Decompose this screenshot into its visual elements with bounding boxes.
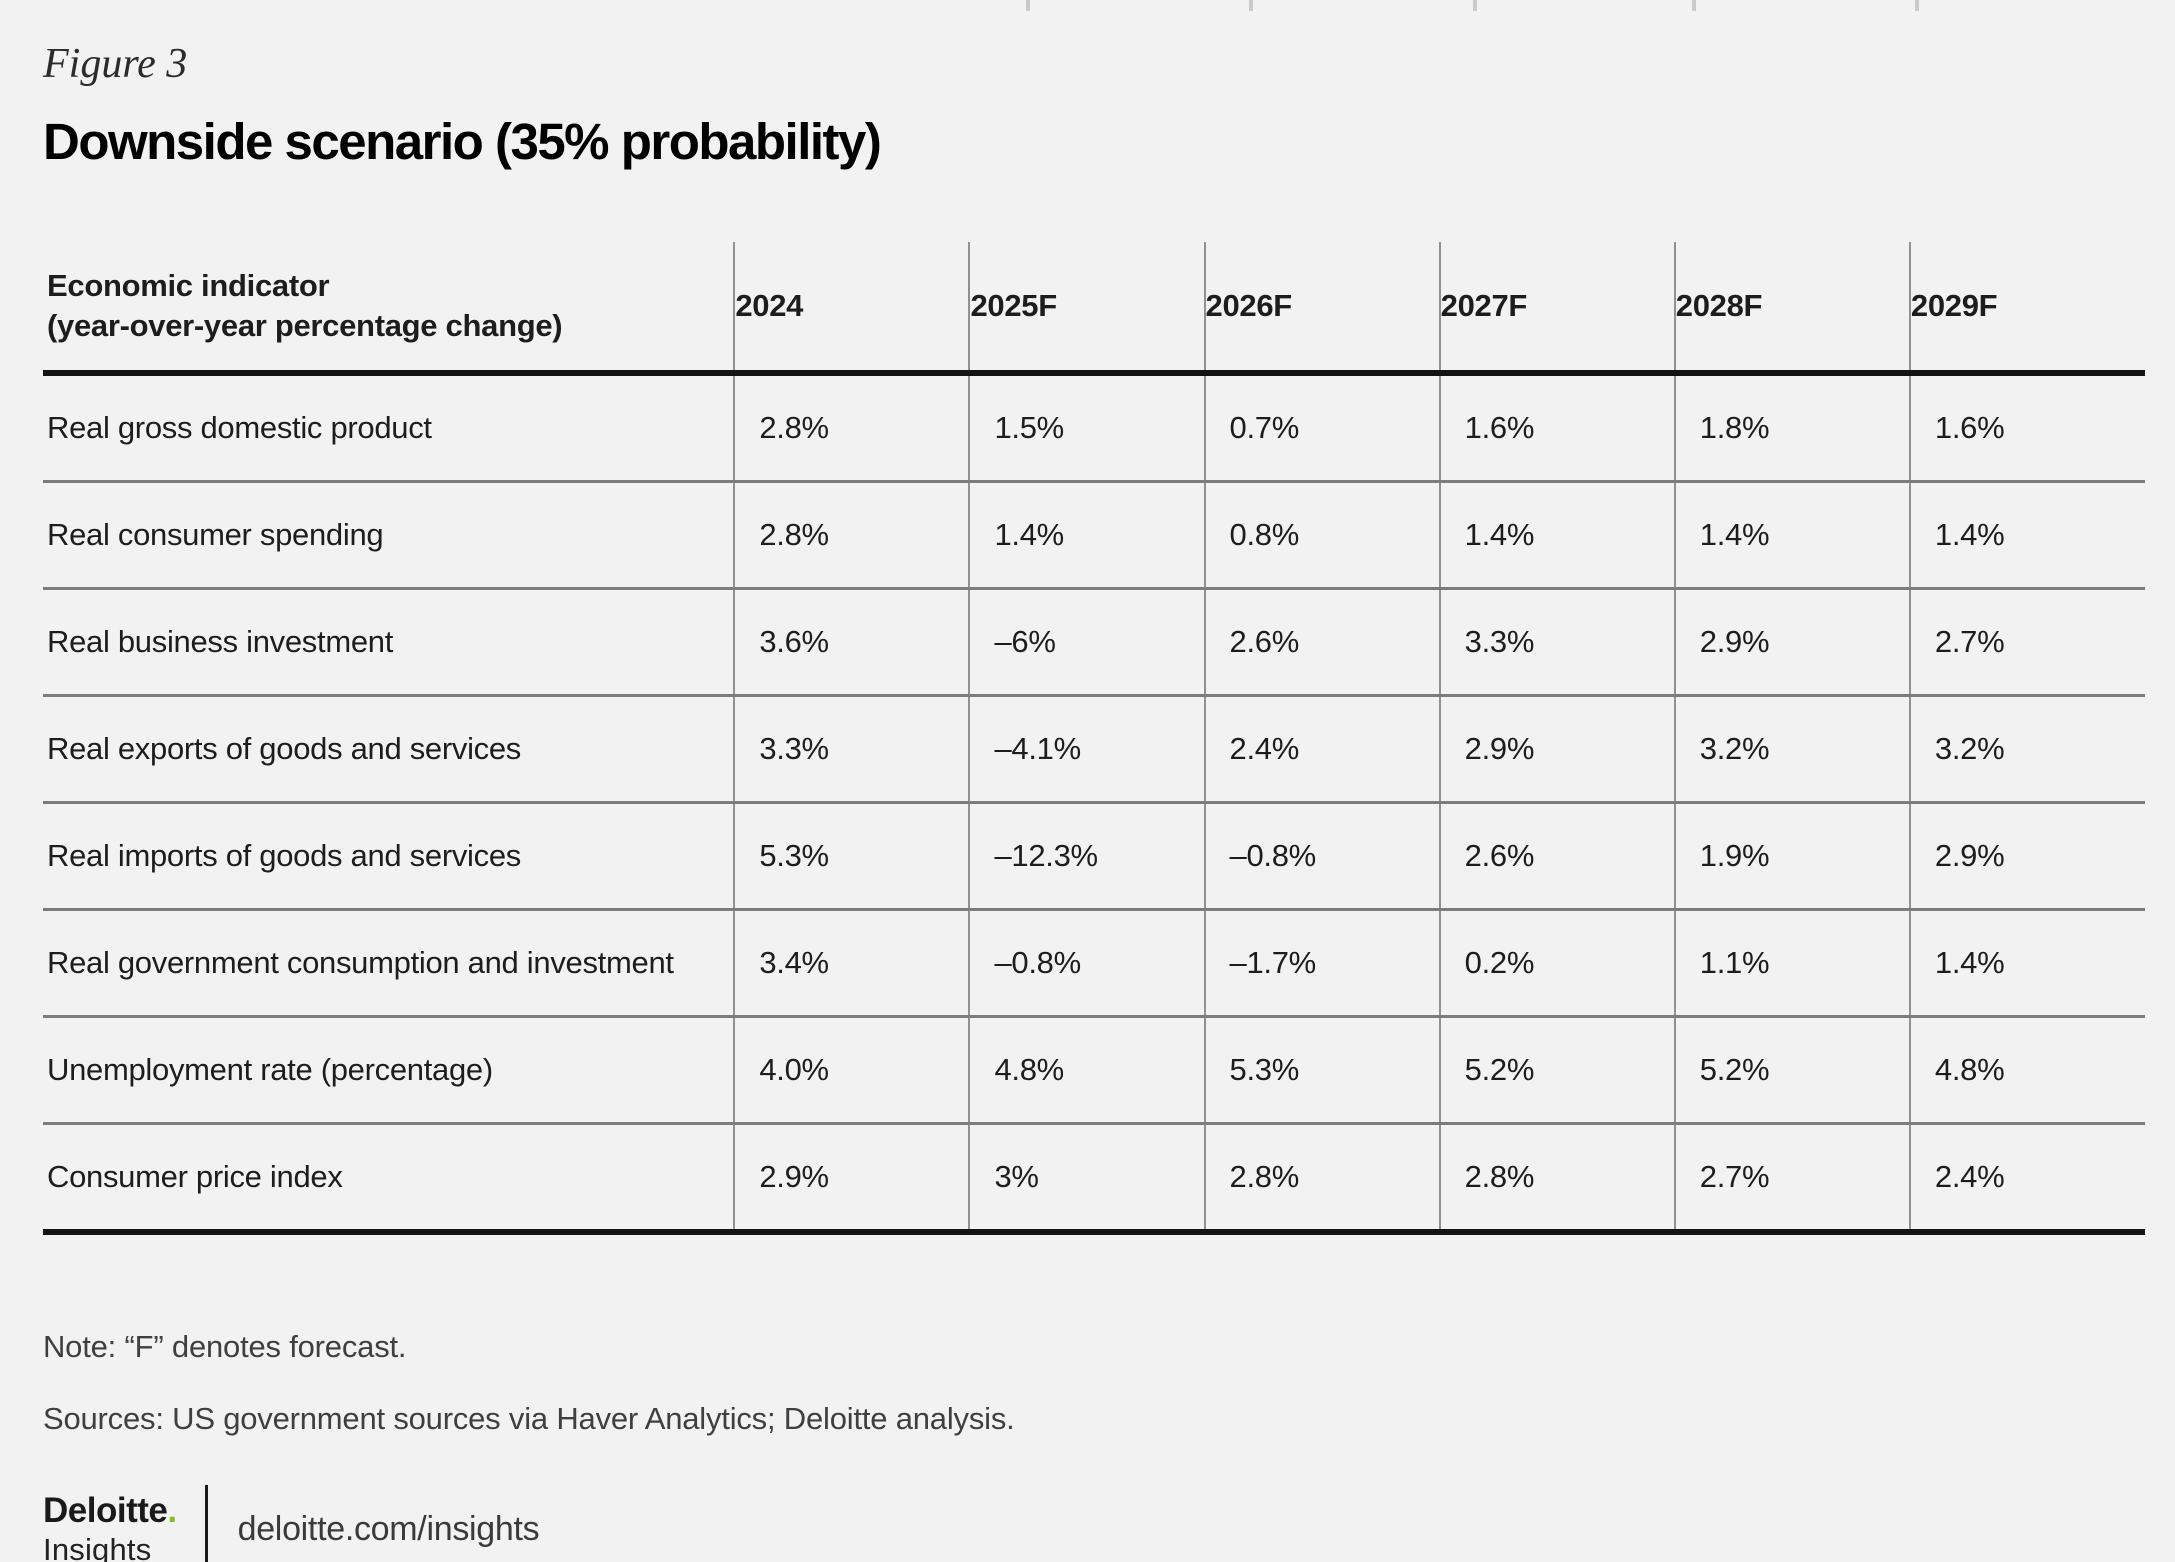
cell-value: –1.7% — [1203, 909, 1440, 1019]
cell-value: –12.3% — [968, 802, 1205, 912]
indicator-header-line2: (year-over-year percentage change) — [47, 308, 563, 344]
cell-value: 3% — [968, 1123, 1205, 1236]
cell-value: 3.4% — [733, 909, 970, 1019]
forecast-note: Note: “F” denotes forecast. — [43, 1329, 407, 1365]
indicator-column-header: Economic indicator (year-over-year perce… — [43, 242, 735, 377]
footer: Deloitte. Insights deloitte.com/insights — [43, 1485, 2145, 1562]
cell-value: 2.8% — [1438, 1123, 1675, 1236]
cell-value: 1.6% — [1438, 373, 1675, 484]
indicator-label: Consumer price index — [43, 1123, 735, 1236]
cell-value: 0.7% — [1203, 373, 1440, 484]
cell-value: 2.8% — [1203, 1123, 1440, 1236]
year-column-header: 2026F — [1203, 242, 1440, 377]
table-row: Real consumer spending 2.8% 1.4% 0.8% 1.4% 1.… — [43, 481, 2145, 591]
insights-url: deloitte.com/insights — [237, 1509, 540, 1548]
cell-value: 1.9% — [1673, 802, 1910, 912]
crop-artifact-tick — [1249, 0, 1253, 11]
cell-value: 3.3% — [733, 695, 970, 805]
year-column-header: 2029F — [1908, 242, 2145, 377]
cell-value: 4.0% — [733, 1016, 970, 1126]
cell-value: 1.4% — [1908, 481, 2145, 591]
crop-artifact-tick — [1692, 0, 1696, 11]
indicator-label: Unemployment rate (percentage) — [43, 1016, 735, 1126]
year-column-header: 2024 — [733, 242, 970, 377]
cell-value: 3.6% — [733, 588, 970, 698]
crop-artifact-tick — [1915, 0, 1919, 11]
figure-label: Figure 3 — [43, 41, 188, 87]
cell-value: –0.8% — [1203, 802, 1440, 912]
cell-value: 4.8% — [968, 1016, 1205, 1126]
cell-value: 4.8% — [1908, 1016, 2145, 1126]
indicator-label: Real gross domestic product — [43, 373, 735, 484]
brand-insights-label: Insights — [43, 1532, 152, 1562]
cell-value: 5.2% — [1673, 1016, 1910, 1126]
cell-value: 5.2% — [1438, 1016, 1675, 1126]
cell-value: 2.9% — [1908, 802, 2145, 912]
table-row: Real government consumption and investme… — [43, 909, 2145, 1019]
brand-green-dot: . — [167, 1491, 177, 1531]
table-row: Real business investment 3.6% –6% 2.6% 3.3% 2… — [43, 588, 2145, 698]
table-row: Real exports of goods and services 3.3% –4… — [43, 695, 2145, 805]
header-row: Economic indicator (year-over-year perce… — [43, 242, 2145, 377]
indicator-label: Real business investment — [43, 588, 735, 698]
indicator-label: Real imports of goods and services — [43, 802, 735, 912]
table-row: Real gross domestic product 2.8% 1.5% 0.7% 1… — [43, 373, 2145, 484]
cell-value: 2.7% — [1673, 1123, 1910, 1236]
cell-value: 1.4% — [1908, 909, 2145, 1019]
sources-line: Sources: US government sources via Haver… — [43, 1401, 1015, 1437]
crop-artifact-tick — [1026, 0, 1030, 11]
year-column-header: 2027F — [1438, 242, 1675, 377]
cell-value: 2.6% — [1438, 802, 1675, 912]
cell-value: 1.8% — [1673, 373, 1910, 484]
footer-divider — [204, 1485, 208, 1562]
year-column-header: 2028F — [1673, 242, 1910, 377]
deloitte-insights-logo: Deloitte. Insights — [43, 1493, 177, 1562]
figure-title: Downside scenario (35% probability) — [43, 113, 882, 171]
cell-value: 1.4% — [1673, 481, 1910, 591]
cell-value: 3.2% — [1908, 695, 2145, 805]
cell-value: –0.8% — [968, 909, 1205, 1019]
indicator-label: Real government consumption and investme… — [43, 909, 735, 1019]
table-row: Consumer price index 2.9% 3% 2.8% 2.8% 2.7% 2.… — [43, 1123, 2145, 1236]
table-row: Real imports of goods and services 5.3% –1… — [43, 802, 2145, 912]
scenario-table: Economic indicator (year-over-year perce… — [43, 242, 2145, 1236]
cell-value: 0.8% — [1203, 481, 1440, 591]
cell-value: 0.2% — [1438, 909, 1675, 1019]
cell-value: 2.6% — [1203, 588, 1440, 698]
table-row: Unemployment rate (percentage) 4.0% 4.8% 5.… — [43, 1016, 2145, 1126]
brand-name: Deloitte — [43, 1491, 168, 1531]
brand-wordmark: Deloitte. — [43, 1493, 177, 1528]
cell-value: 2.7% — [1908, 588, 2145, 698]
cell-value: 1.6% — [1908, 373, 2145, 484]
cell-value: 2.8% — [733, 481, 970, 591]
cell-value: 2.9% — [1673, 588, 1910, 698]
cell-value: 1.5% — [968, 373, 1205, 484]
cell-value: 2.4% — [1203, 695, 1440, 805]
cell-value: 1.4% — [968, 481, 1205, 591]
cell-value: 3.3% — [1438, 588, 1675, 698]
cell-value: 1.4% — [1438, 481, 1675, 591]
cell-value: 2.8% — [733, 373, 970, 484]
cell-value: 1.1% — [1673, 909, 1910, 1019]
cell-value: 3.2% — [1673, 695, 1910, 805]
indicator-header-line1: Economic indicator — [47, 268, 330, 304]
cell-value: 2.9% — [733, 1123, 970, 1236]
cell-value: –6% — [968, 588, 1205, 698]
cell-value: 5.3% — [733, 802, 970, 912]
crop-artifact-tick — [1473, 0, 1477, 11]
indicator-label: Real exports of goods and services — [43, 695, 735, 805]
cell-value: 2.9% — [1438, 695, 1675, 805]
cell-value: 2.4% — [1908, 1123, 2145, 1236]
cell-value: –4.1% — [968, 695, 1205, 805]
cell-value: 5.3% — [1203, 1016, 1440, 1126]
indicator-label: Real consumer spending — [43, 481, 735, 591]
year-column-header: 2025F — [968, 242, 1205, 377]
